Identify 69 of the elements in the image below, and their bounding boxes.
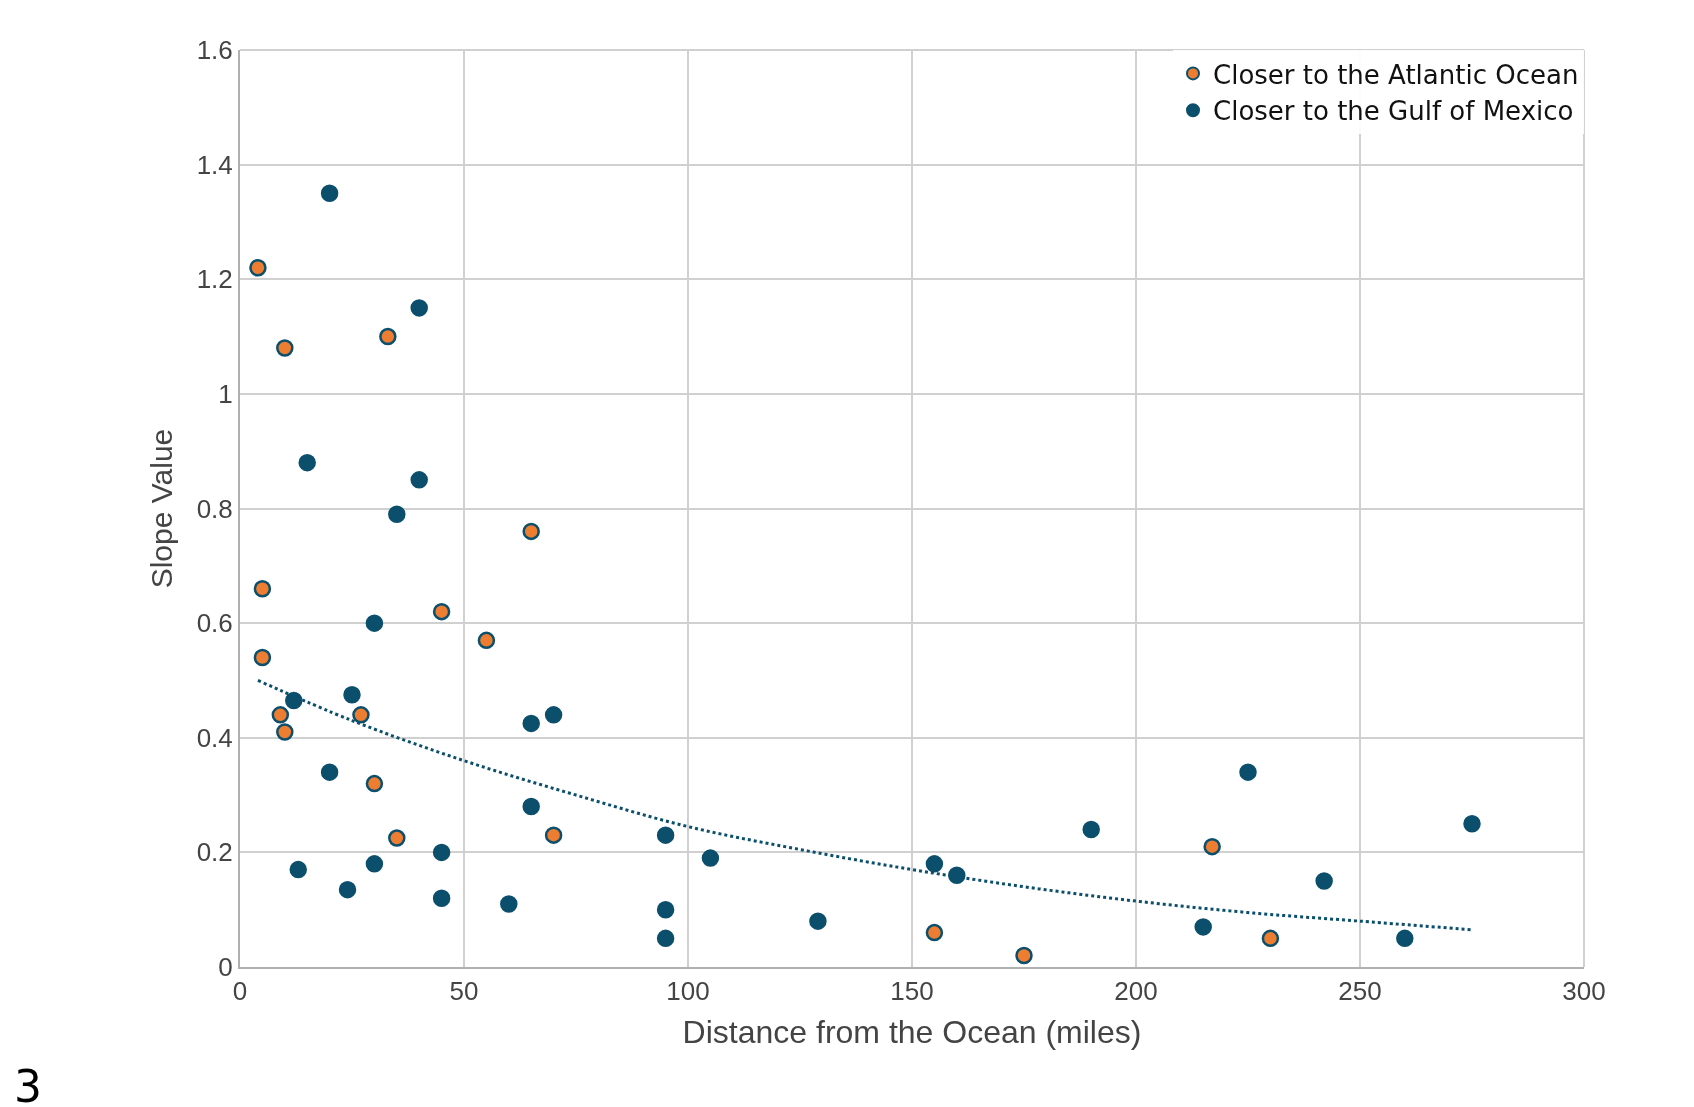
y-axis-title: Slope Value <box>145 428 179 589</box>
point <box>522 522 540 541</box>
point <box>298 453 316 472</box>
point <box>410 471 428 489</box>
point <box>477 631 496 650</box>
point <box>925 855 944 873</box>
point <box>320 763 339 781</box>
y-tick-label: 0.2 <box>196 837 233 868</box>
point <box>365 774 384 793</box>
y-tick-label: 0.4 <box>196 722 233 753</box>
point <box>701 849 720 867</box>
legend-label: Closer to the Gulf of Mexico <box>1213 96 1574 127</box>
point <box>276 723 294 741</box>
point <box>271 706 290 724</box>
point <box>365 614 384 632</box>
y-tick-label: 1.6 <box>196 35 233 66</box>
x-tick-label: 150 <box>890 976 934 1007</box>
y-tick-label: 0 <box>218 952 233 983</box>
point <box>253 648 272 667</box>
y-tick-label: 1.4 <box>196 149 233 180</box>
point <box>432 889 451 907</box>
point <box>1203 837 1221 856</box>
point <box>253 579 272 598</box>
point <box>365 855 384 873</box>
point <box>656 826 675 844</box>
point <box>379 327 397 346</box>
point <box>522 797 540 816</box>
x-tick-label: 300 <box>1562 976 1606 1007</box>
point <box>388 505 406 523</box>
x-tick-label: 50 <box>449 976 479 1007</box>
y-tick-label: 1.2 <box>196 264 233 295</box>
text: 3 <box>14 1061 42 1107</box>
point <box>432 843 451 862</box>
point <box>432 602 451 621</box>
line-series <box>256 678 1474 932</box>
x-axis-title: Distance from the Ocean (miles) <box>682 1013 1142 1050</box>
point <box>1194 918 1212 936</box>
point <box>522 714 540 733</box>
point <box>352 706 370 724</box>
point <box>276 339 294 357</box>
point <box>289 860 307 879</box>
x-tick-label: 200 <box>1114 976 1158 1007</box>
y-tick-label: 0.6 <box>196 608 233 639</box>
point <box>1396 929 1414 948</box>
point <box>285 691 303 710</box>
point <box>1239 763 1257 781</box>
point <box>338 880 357 899</box>
point <box>388 829 406 847</box>
point <box>1082 820 1100 839</box>
point <box>410 299 428 317</box>
legend-label: Closer to the Atlantic Ocean <box>1213 59 1579 90</box>
y-tick-label: 0.8 <box>196 493 233 524</box>
point <box>1261 929 1280 948</box>
x-tick-label: 100 <box>666 976 710 1007</box>
x-tick-label: 250 <box>1338 976 1382 1007</box>
point <box>1463 814 1481 833</box>
point <box>1315 872 1333 890</box>
point <box>500 895 518 913</box>
point <box>320 184 339 203</box>
y-tick-label: 1 <box>218 378 233 409</box>
point <box>343 686 361 704</box>
point <box>656 929 675 948</box>
point <box>809 912 827 930</box>
point <box>544 826 563 844</box>
point <box>249 259 267 277</box>
point <box>1015 946 1033 965</box>
point <box>544 706 563 724</box>
point <box>925 923 944 942</box>
point <box>656 900 675 919</box>
